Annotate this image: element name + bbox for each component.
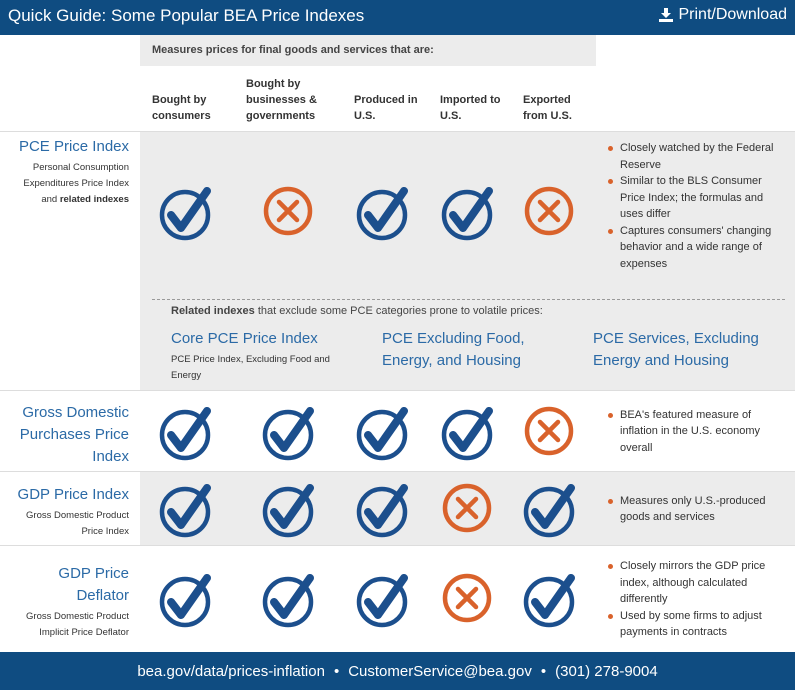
header: Quick Guide: Some Popular BEA Price Inde… <box>0 0 795 35</box>
note: BEA's featured measure of inflation in t… <box>606 407 786 457</box>
check-icon <box>356 187 408 241</box>
related-desc: PCE Price Index, Excluding Food and Ener… <box>171 354 330 381</box>
index-name: GDP Price Deflator <box>58 565 129 604</box>
check-icon <box>356 484 408 538</box>
check-icon <box>262 574 314 628</box>
subtitle-text: Gross Domestic Product Price Index <box>26 510 129 537</box>
note: Measures only U.S.-produced goods and se… <box>606 493 786 526</box>
column-header: Bought by consumers <box>152 94 211 122</box>
notes: Measures only U.S.-produced goods and se… <box>606 493 786 526</box>
check-icon <box>523 574 575 628</box>
index-subtitle: Gross Domestic Product Price Index <box>9 508 129 540</box>
check-icon <box>356 574 408 628</box>
related-item: PCE Services, Excluding Energy and Housi… <box>593 328 773 372</box>
check-icon <box>159 484 211 538</box>
index-subtitle: Personal Consumption Expenditures Price … <box>9 160 129 208</box>
note: Used by some firms to adjust payments in… <box>606 608 786 641</box>
note: Captures consumers' changing behavior an… <box>606 223 786 273</box>
cross-icon <box>524 406 574 456</box>
check-icon <box>159 187 211 241</box>
footer-link[interactable]: (301) 278-9004 <box>555 662 658 680</box>
related-intro-bold: Related indexes <box>171 305 255 317</box>
notes: BEA's featured measure of inflation in t… <box>606 407 786 457</box>
related-item: PCE Excluding Food, Energy, and Housing <box>382 328 562 372</box>
cross-icon <box>442 573 492 623</box>
notes: Closely mirrors the GDP price index, alt… <box>606 558 786 641</box>
related-name: PCE Services, Excluding Energy and Housi… <box>593 330 759 369</box>
cross-icon <box>263 186 313 236</box>
related-item: Core PCE Price Index PCE Price Index, Exc… <box>171 328 346 384</box>
related-intro: Related indexes that exclude some PCE ca… <box>171 305 543 317</box>
check-icon <box>159 407 211 461</box>
row-background <box>140 132 795 390</box>
row: GDP Price Deflator Gross Domestic Product… <box>0 545 795 652</box>
check-icon <box>356 407 408 461</box>
divider <box>152 299 785 300</box>
check-icon <box>159 574 211 628</box>
related-intro-text: that exclude some PCE categories prone t… <box>257 305 543 317</box>
footer: bea.gov/data/prices-inflation • CustomerSe… <box>0 652 795 690</box>
index-label: PCE Price Index Personal Consumption Expe… <box>9 136 129 208</box>
index-name: GDP Price Index <box>17 486 129 503</box>
cross-icon <box>524 186 574 236</box>
check-icon <box>441 407 493 461</box>
action-label[interactable]: Print/Download <box>678 6 788 23</box>
note: Closely mirrors the GDP price index, alt… <box>606 558 786 608</box>
separator: • <box>540 662 547 680</box>
check-icon <box>441 187 493 241</box>
subtitle-text: Gross Domestic Product Implicit Price De… <box>26 611 129 638</box>
related-name: Core PCE Price Index <box>171 330 318 347</box>
row: Gross Domestic Purchases Price Index BEA'… <box>0 390 795 471</box>
index-subtitle: Gross Domestic Product Implicit Price De… <box>9 609 129 641</box>
note: Similar to the BLS Consumer Price Index;… <box>606 173 786 223</box>
download-icon <box>658 8 673 22</box>
print-download[interactable]: Print/Download <box>658 6 788 24</box>
column-header: Bought by businesses & governments <box>246 78 317 122</box>
check-icon <box>523 484 575 538</box>
title: Quick Guide: Some Popular BEA Price Inde… <box>8 6 365 25</box>
check-icon <box>262 407 314 461</box>
subtitle-bold: related indexes <box>59 194 129 205</box>
index-name: PCE Price Index <box>18 138 129 155</box>
note: Closely watched by the Federal Reserve <box>606 140 786 173</box>
index-label: GDP Price Index Gross Domestic Product Pr… <box>9 484 129 540</box>
column-header: Imported to U.S. <box>440 94 501 122</box>
cross-icon <box>442 483 492 533</box>
column-header: Exported from U.S. <box>523 94 572 122</box>
index-label: Gross Domestic Purchases Price Index <box>9 402 129 468</box>
footer-link[interactable]: CustomerService@bea.gov <box>348 662 532 680</box>
subtitle-text: Personal Consumption Expenditures Price … <box>23 162 129 205</box>
check-icon <box>262 484 314 538</box>
footer-link[interactable]: bea.gov/data/prices-inflation <box>137 662 325 680</box>
row: PCE Price Index Personal Consumption Expe… <box>0 131 795 390</box>
row: GDP Price Index Gross Domestic Product Pr… <box>0 471 795 545</box>
caption: Measures prices for final goods and serv… <box>140 35 596 66</box>
related-name: PCE Excluding Food, Energy, and Housing <box>382 330 525 369</box>
index-label: GDP Price Deflator Gross Domestic Product… <box>9 563 129 641</box>
column-header: Produced in U.S. <box>354 94 418 122</box>
notes: Closely watched by the Federal Reserve Si… <box>606 140 786 272</box>
index-name: Gross Domestic Purchases Price Index <box>19 404 129 465</box>
separator: • <box>333 662 340 680</box>
